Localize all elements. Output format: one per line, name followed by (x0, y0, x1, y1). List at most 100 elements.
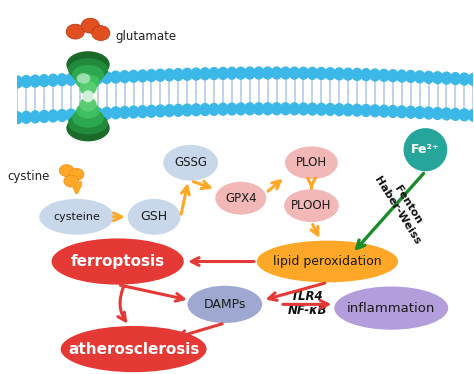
Ellipse shape (209, 103, 219, 115)
Ellipse shape (155, 105, 165, 117)
Ellipse shape (57, 110, 67, 122)
Ellipse shape (299, 103, 309, 115)
Text: inflammation: inflammation (347, 301, 436, 315)
Ellipse shape (361, 69, 371, 81)
Circle shape (66, 24, 84, 39)
Ellipse shape (21, 111, 31, 123)
Ellipse shape (76, 74, 100, 90)
Ellipse shape (257, 240, 398, 282)
Ellipse shape (66, 109, 76, 121)
Ellipse shape (263, 103, 273, 115)
Ellipse shape (325, 104, 335, 116)
Ellipse shape (334, 104, 344, 116)
Ellipse shape (102, 71, 112, 83)
Ellipse shape (352, 104, 362, 116)
Ellipse shape (163, 145, 218, 181)
Ellipse shape (218, 103, 228, 115)
Text: cystine: cystine (7, 170, 49, 183)
Ellipse shape (200, 68, 210, 80)
Ellipse shape (450, 73, 460, 85)
Ellipse shape (284, 189, 339, 222)
Ellipse shape (361, 104, 371, 116)
Ellipse shape (68, 58, 108, 81)
Ellipse shape (388, 70, 398, 82)
Circle shape (59, 165, 74, 177)
Circle shape (81, 18, 100, 33)
Text: Fenton
Haber-Weiss: Fenton Haber-Weiss (373, 168, 433, 246)
Ellipse shape (146, 70, 156, 82)
Ellipse shape (272, 103, 282, 115)
Ellipse shape (66, 51, 109, 78)
Text: GPX4: GPX4 (225, 192, 256, 205)
Ellipse shape (200, 104, 210, 116)
Ellipse shape (307, 103, 318, 115)
Ellipse shape (111, 107, 121, 119)
Ellipse shape (82, 91, 94, 102)
Ellipse shape (173, 68, 183, 80)
Text: PLOOH: PLOOH (291, 199, 332, 212)
Ellipse shape (281, 103, 291, 115)
Ellipse shape (77, 73, 91, 84)
Text: lipid peroxidation: lipid peroxidation (273, 255, 382, 268)
Ellipse shape (307, 67, 318, 79)
Ellipse shape (468, 74, 474, 85)
Text: TLR4: TLR4 (290, 291, 323, 303)
Ellipse shape (66, 114, 109, 141)
Ellipse shape (79, 81, 97, 95)
Ellipse shape (93, 72, 103, 84)
Ellipse shape (187, 286, 262, 323)
Ellipse shape (128, 106, 138, 118)
Text: glutamate: glutamate (115, 30, 176, 43)
Circle shape (91, 26, 110, 40)
Ellipse shape (379, 105, 389, 117)
Ellipse shape (164, 69, 174, 81)
Text: DAMPs: DAMPs (204, 298, 246, 311)
Ellipse shape (406, 106, 416, 118)
Ellipse shape (12, 112, 22, 124)
Circle shape (64, 175, 79, 187)
Ellipse shape (102, 107, 112, 119)
Text: atherosclerosis: atherosclerosis (68, 341, 199, 356)
Ellipse shape (285, 146, 338, 179)
Ellipse shape (245, 103, 255, 115)
Ellipse shape (403, 128, 447, 171)
Ellipse shape (68, 112, 108, 134)
Ellipse shape (281, 67, 291, 79)
Ellipse shape (316, 68, 326, 79)
Ellipse shape (424, 107, 434, 119)
Ellipse shape (79, 97, 97, 111)
Ellipse shape (215, 182, 266, 215)
Circle shape (69, 168, 84, 180)
Ellipse shape (388, 105, 398, 117)
Ellipse shape (30, 75, 40, 87)
Ellipse shape (146, 105, 156, 117)
Ellipse shape (119, 107, 130, 119)
Ellipse shape (290, 67, 300, 79)
Ellipse shape (218, 67, 228, 79)
Ellipse shape (450, 108, 460, 120)
Text: cysteine: cysteine (53, 212, 100, 222)
Ellipse shape (325, 68, 335, 80)
Ellipse shape (128, 199, 181, 235)
Text: GSSG: GSSG (174, 156, 207, 169)
Ellipse shape (334, 286, 448, 330)
Text: NF-κB: NF-κB (287, 304, 327, 317)
Ellipse shape (61, 326, 207, 372)
Ellipse shape (137, 106, 147, 117)
Ellipse shape (254, 67, 264, 79)
Text: PLOH: PLOH (296, 156, 327, 169)
Ellipse shape (397, 106, 407, 118)
Ellipse shape (236, 103, 246, 115)
Ellipse shape (182, 104, 192, 116)
Ellipse shape (415, 107, 425, 119)
Ellipse shape (76, 102, 100, 118)
Ellipse shape (30, 111, 40, 123)
Ellipse shape (21, 76, 31, 88)
Ellipse shape (119, 71, 130, 83)
Ellipse shape (459, 109, 469, 121)
Ellipse shape (182, 68, 192, 80)
Ellipse shape (39, 110, 49, 122)
Ellipse shape (236, 67, 246, 79)
Ellipse shape (343, 68, 353, 80)
Ellipse shape (441, 72, 452, 84)
